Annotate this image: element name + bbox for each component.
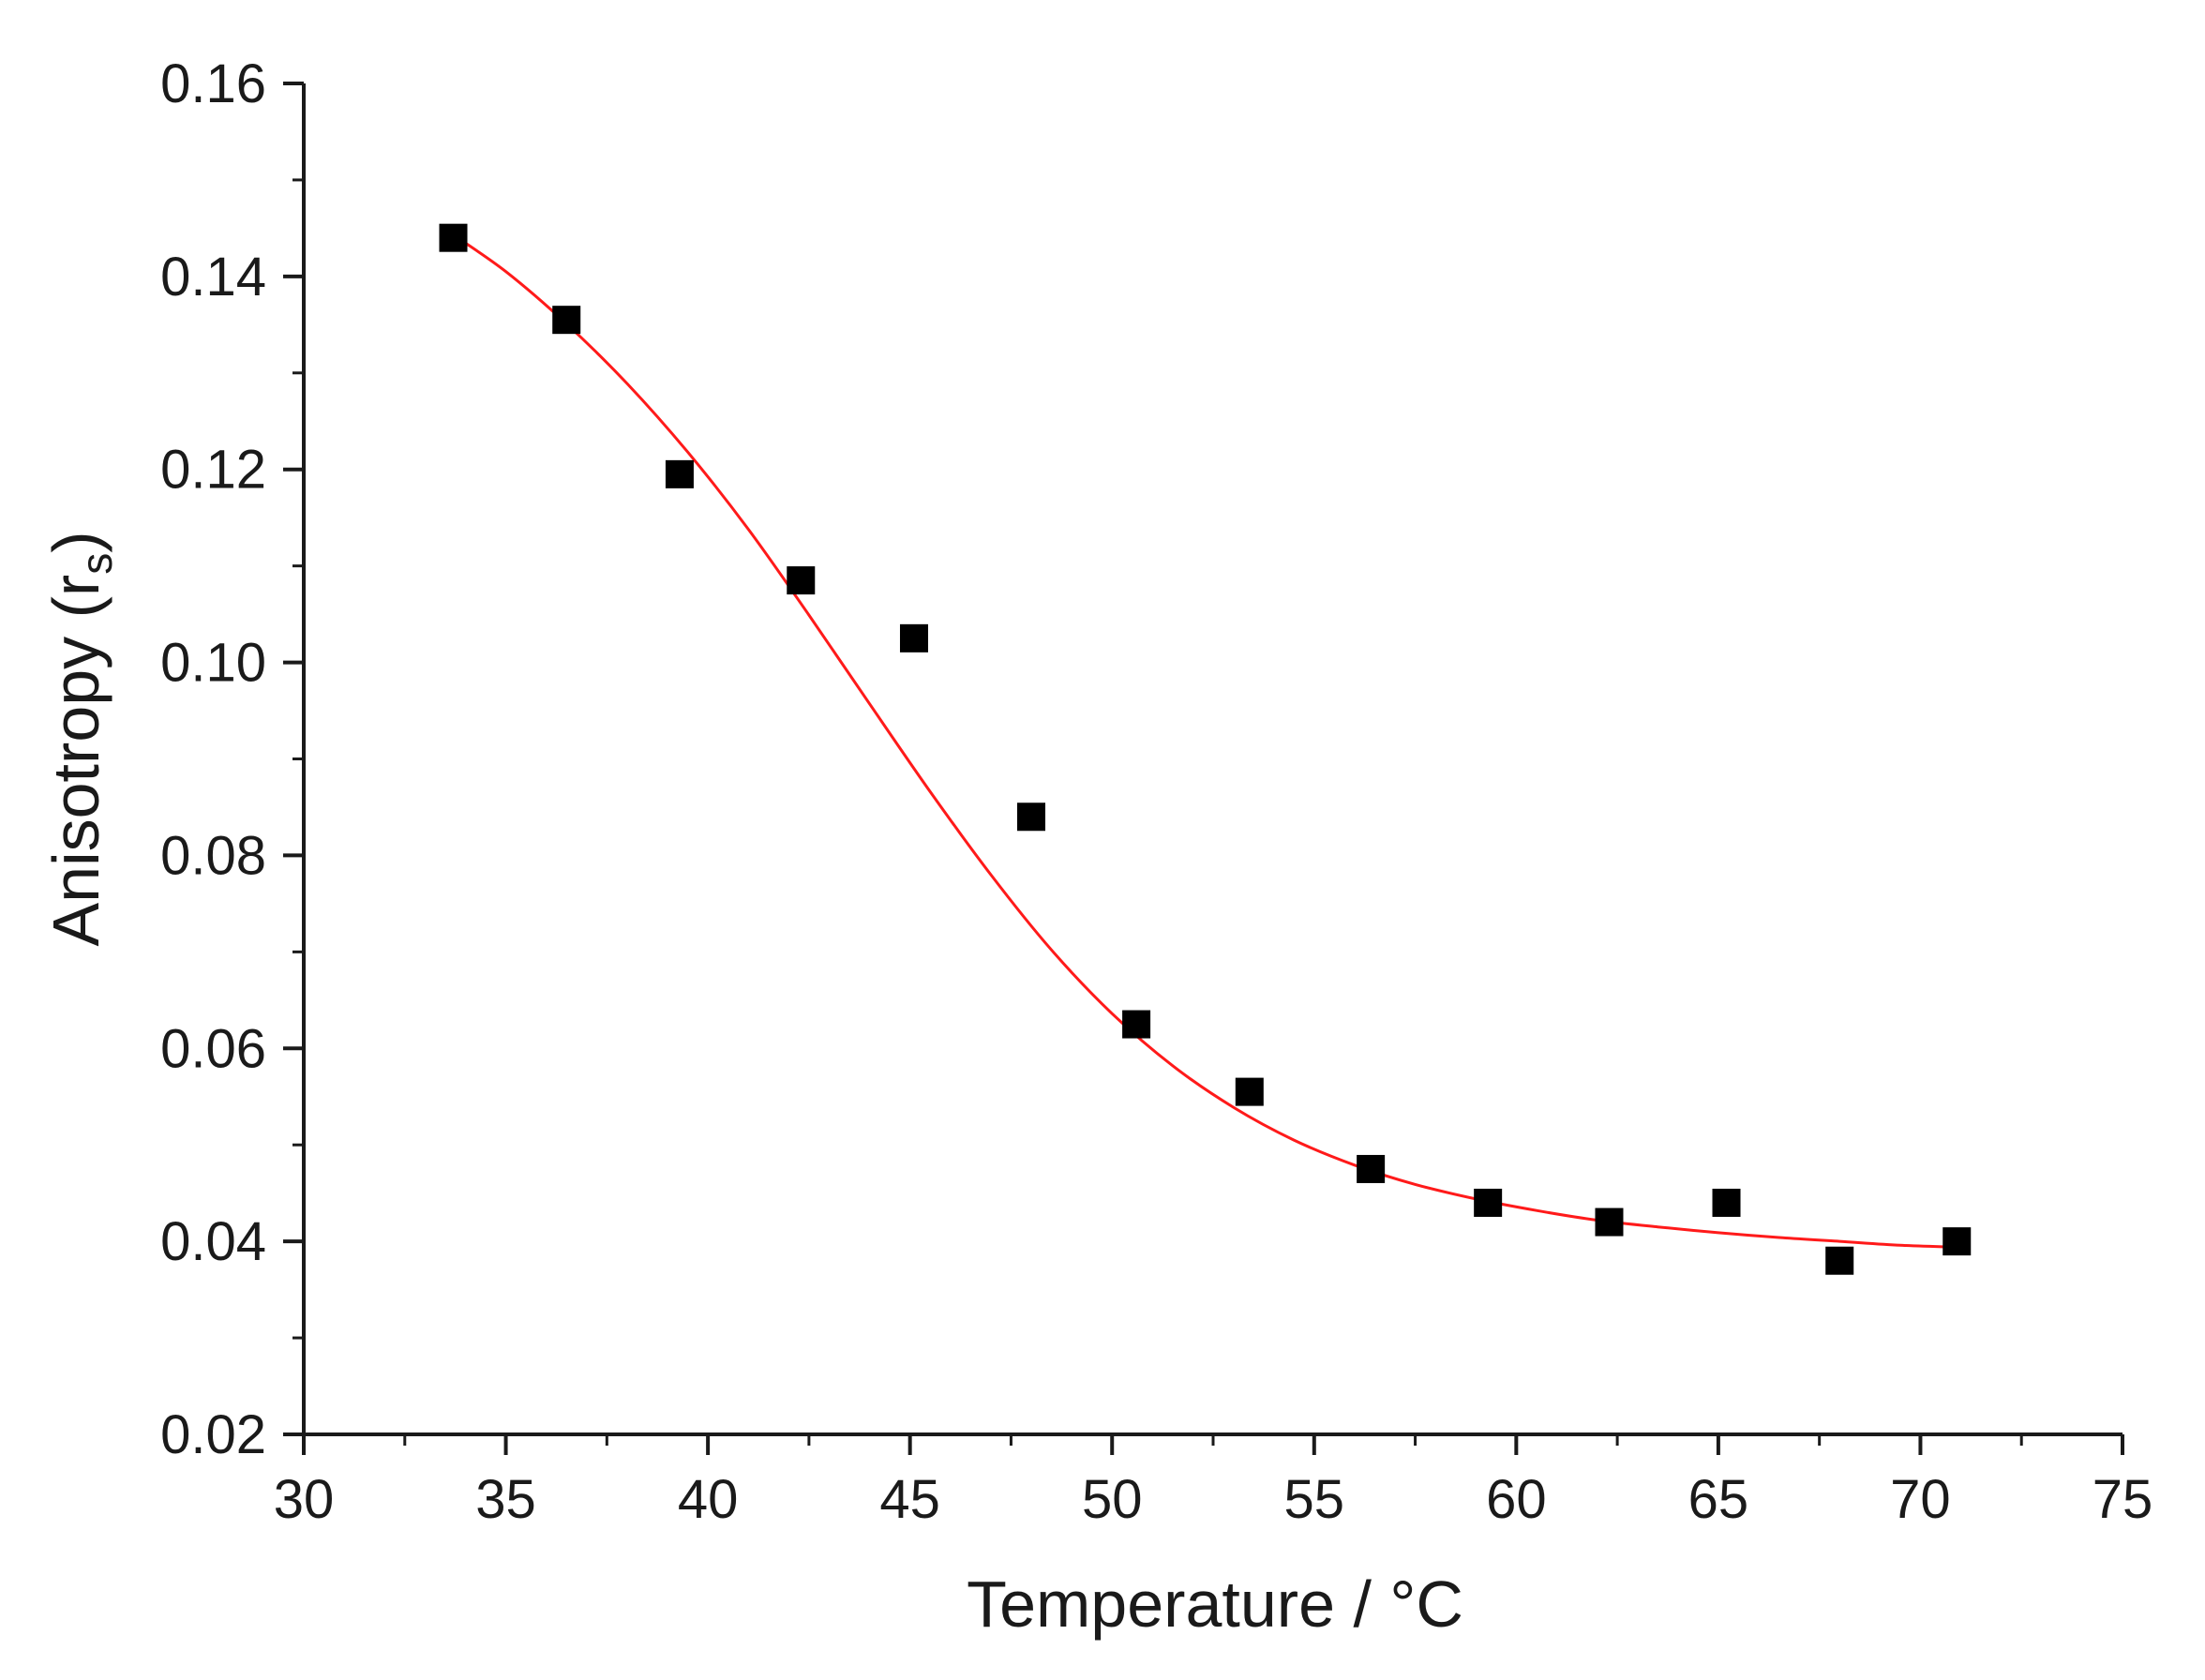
y-tick-label: 0.06 [160,1018,266,1079]
x-tick-label: 65 [1688,1469,1749,1530]
y-axis-title: Anisotropy (rs) [39,531,121,946]
axes [302,83,2122,1436]
data-point [1712,1188,1741,1217]
y-tick-label: 0.08 [160,825,266,886]
y-tick-label: 0.12 [160,440,266,501]
data-points-layer [439,223,1972,1275]
x-axis-title: Temperature / °C [967,1568,1463,1641]
fit-curve [452,233,1958,1249]
x-tick-label: 35 [475,1469,536,1530]
x-tick-label: 45 [879,1469,940,1530]
fit-curve-layer [452,233,1958,1249]
x-tick-label: 70 [1890,1469,1951,1530]
y-axis-title-main: Anisotropy (r [39,575,112,947]
data-point [1595,1208,1624,1237]
data-point [439,223,468,252]
y-tick-label: 0.04 [160,1211,266,1272]
y-tick-label: 0.16 [160,53,266,114]
data-point [665,459,694,488]
data-point [1942,1227,1972,1256]
x-tick-label: 60 [1486,1469,1547,1530]
x-tick-label: 75 [2092,1469,2153,1530]
data-point [787,566,816,595]
data-point [1357,1154,1386,1183]
x-axis-ticks: 30 35 40 45 50 55 60 65 70 75 [274,1434,2153,1530]
y-tick-label: 0.10 [160,633,266,694]
data-point [1017,802,1045,832]
x-tick-label: 40 [678,1469,739,1530]
y-tick-label: 0.02 [160,1404,266,1465]
data-point [552,306,581,335]
y-axis-ticks: 0.02 0.04 0.06 0.08 0.10 0.12 0.14 0.16 [160,53,304,1465]
y-axis-title-subscript: s [72,553,121,575]
x-tick-label: 30 [274,1469,335,1530]
data-point [1474,1188,1503,1217]
data-point [1122,1010,1151,1039]
data-point [1235,1077,1264,1106]
data-point [899,623,928,652]
x-tick-label: 50 [1082,1469,1143,1530]
data-point [1825,1246,1854,1275]
y-axis-title-close: ) [39,531,112,552]
x-tick-label: 55 [1284,1469,1345,1530]
y-tick-label: 0.14 [160,247,266,308]
